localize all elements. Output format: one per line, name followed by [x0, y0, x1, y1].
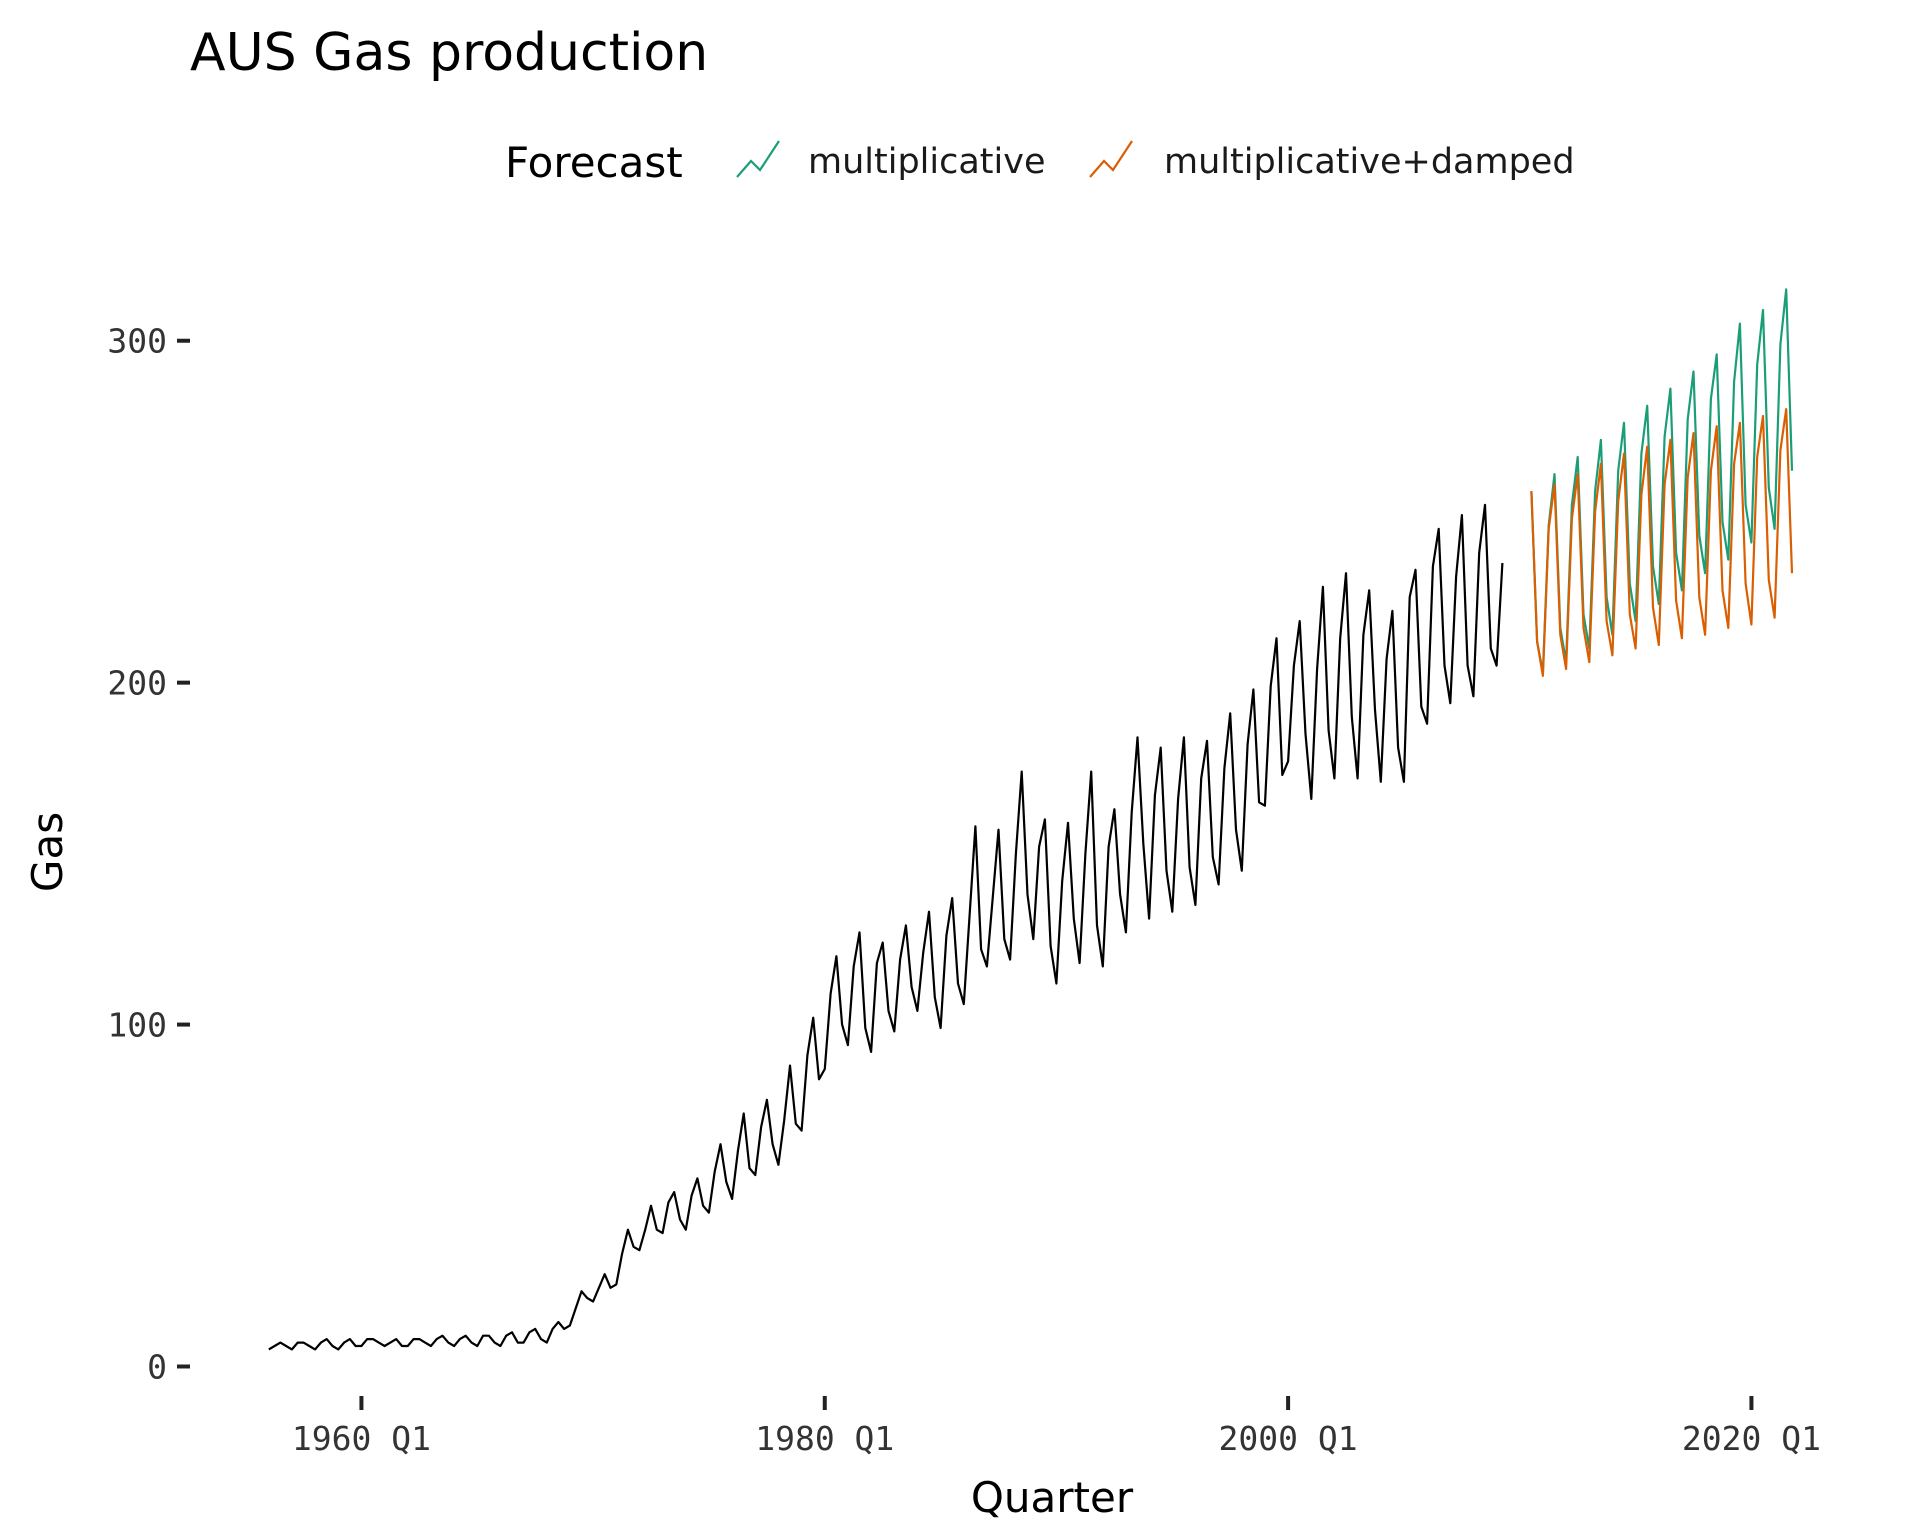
x-axis: 1960 Q1 1980 Q1 2000 Q1 2020 Q1 [292, 1396, 1821, 1458]
x-tick-label: 2020 Q1 [1682, 1419, 1821, 1458]
plot-lines [268, 288, 1794, 1351]
legend-key-multiplicative [736, 140, 780, 178]
y-tick-label: 200 [107, 664, 167, 703]
x-tick-label: 1960 Q1 [292, 1419, 431, 1458]
series-line-multiplicative-damped [1530, 408, 1794, 677]
y-tick-label: 300 [107, 322, 167, 361]
x-tick-label: 2000 Q1 [1219, 1419, 1358, 1458]
legend-item-multiplicative: multiplicative [736, 140, 1046, 182]
legend-label-multiplicative: multiplicative [808, 142, 1046, 182]
y-axis: 0 100 200 300 [107, 322, 190, 1386]
y-tick-label: 100 [107, 1006, 167, 1045]
y-tick-label: 0 [147, 1347, 167, 1386]
legend-label-multiplicative-damped: multiplicative+damped [1164, 142, 1575, 182]
legend-key-multiplicative-damped [1089, 140, 1133, 178]
series-line-multiplicative [1530, 288, 1794, 674]
y-axis-title: Gas [23, 812, 72, 892]
chart-title: AUS Gas production [190, 23, 708, 83]
series-line-observed [268, 503, 1504, 1351]
legend: Forecast multiplicative multiplicative+d… [505, 138, 1575, 187]
x-tick-label: 1980 Q1 [755, 1419, 894, 1458]
legend-item-multiplicative-damped: multiplicative+damped [1089, 140, 1575, 182]
x-axis-title: Quarter [971, 1473, 1134, 1522]
legend-title: Forecast [505, 138, 683, 187]
